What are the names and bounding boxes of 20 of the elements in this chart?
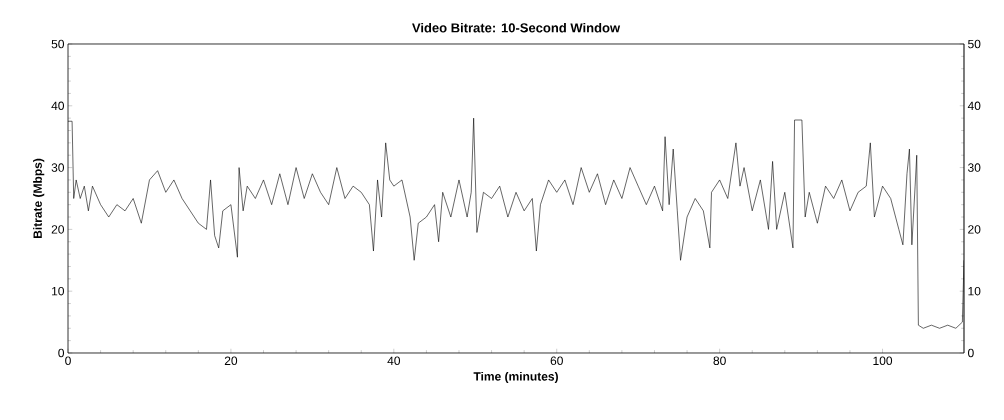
chart-title: Video Bitrate: 10-Second Window bbox=[412, 22, 621, 33]
y-tick-label: 30 bbox=[51, 163, 65, 172]
y-tick-label: 40 bbox=[51, 101, 65, 111]
y-tick-label: 20 bbox=[51, 225, 65, 234]
y2-tick-label: 0 bbox=[968, 348, 974, 358]
y2-tick-label: 10 bbox=[968, 286, 981, 296]
y2-tick-label: 40 bbox=[967, 101, 981, 111]
x-tick-label: 60 bbox=[550, 356, 563, 366]
y2-tick-label: 30 bbox=[967, 163, 981, 172]
x-axis-title: Time (minutes) bbox=[473, 371, 558, 384]
y-tick-label: 10 bbox=[52, 286, 65, 296]
x-tick-label: 100 bbox=[873, 356, 893, 366]
y-axis-title: Bitrate (Mbps) bbox=[33, 158, 45, 239]
x-tick-label: 20 bbox=[224, 356, 238, 366]
y-tick-label: 0 bbox=[58, 348, 65, 358]
y2-tick-label: 50 bbox=[968, 39, 981, 49]
x-tick-label: 80 bbox=[713, 356, 726, 366]
y2-tick-label: 20 bbox=[968, 225, 981, 234]
x-tick-label: 40 bbox=[387, 356, 401, 366]
y-tick-label: 50 bbox=[51, 39, 65, 49]
